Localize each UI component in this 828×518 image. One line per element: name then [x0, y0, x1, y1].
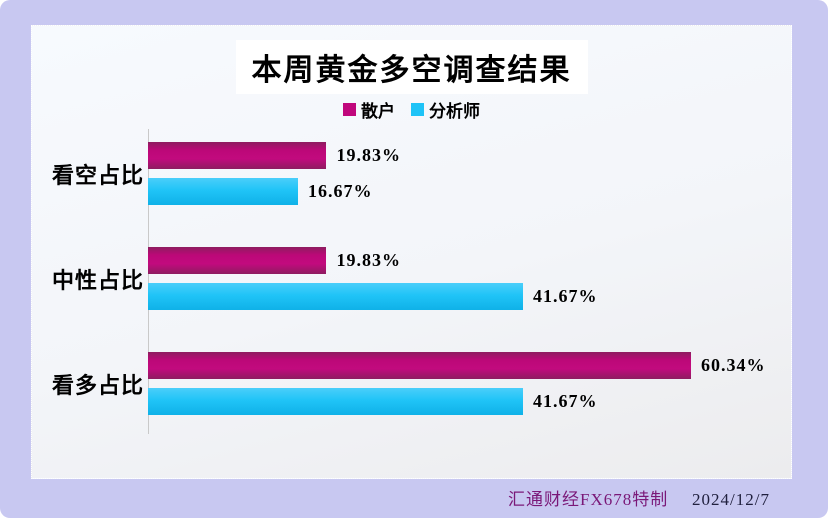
retail-bar — [148, 247, 327, 274]
chart-title: 本周黄金多空调查结果 — [235, 40, 588, 94]
analyst-value-label: 41.67% — [533, 286, 598, 306]
legend-label-retail: 散户 — [361, 102, 395, 121]
analyst-value-label: 16.67% — [308, 181, 373, 201]
category-label: 看空占比 — [52, 162, 145, 188]
legend-label-analyst: 分析师 — [429, 102, 480, 121]
legend-item-analyst: 分析师 — [411, 97, 480, 122]
category-group-1: 看空占比 19.83% 16.67% — [32, 142, 791, 205]
y-axis-line — [148, 129, 149, 434]
retail-value-label: 19.83% — [336, 145, 401, 165]
bar-chart: 看空占比 19.83% 16.67% 中性占比 19.83% 41.67% 看多占比 60.3… — [32, 129, 791, 434]
category-group-2: 中性占比 19.83% 41.67% — [32, 247, 791, 310]
category-label: 中性占比 — [52, 267, 145, 293]
analyst-value-label: 41.67% — [533, 391, 598, 411]
analyst-bar-row: 16.67% — [148, 178, 791, 205]
category-bars: 60.34% 41.67% — [148, 352, 791, 415]
retail-bar-row: 19.83% — [148, 142, 791, 169]
analyst-bar — [148, 388, 524, 415]
chart-panel: 本周黄金多空调查结果 散户 分析师 看空占比 19.83% 16.67% 中性占比 19… — [31, 25, 792, 479]
category-bars: 19.83% 41.67% — [148, 247, 791, 310]
retail-value-label: 60.34% — [701, 355, 766, 375]
analyst-swatch-icon — [411, 103, 424, 116]
analyst-bar-row: 41.67% — [148, 283, 791, 310]
analyst-bar — [148, 283, 524, 310]
credit-watermark: 汇通财经FX678特制 — [508, 490, 669, 509]
analyst-bar — [148, 178, 299, 205]
footer: 汇通财经FX678特制 2024/12/7 — [0, 488, 828, 510]
chart-legend: 散户 分析师 — [32, 97, 791, 122]
retail-swatch-icon — [343, 103, 356, 116]
retail-bar-row: 60.34% — [148, 352, 791, 379]
date-label: 2024/12/7 — [692, 490, 770, 509]
analyst-bar-row: 41.67% — [148, 388, 791, 415]
retail-value-label: 19.83% — [336, 250, 401, 270]
retail-bar — [148, 142, 327, 169]
retail-bar — [148, 352, 692, 379]
category-label: 看多占比 — [52, 372, 145, 398]
legend-item-retail: 散户 — [343, 97, 395, 122]
category-group-3: 看多占比 60.34% 41.67% — [32, 352, 791, 415]
category-bars: 19.83% 16.67% — [148, 142, 791, 205]
retail-bar-row: 19.83% — [148, 247, 791, 274]
